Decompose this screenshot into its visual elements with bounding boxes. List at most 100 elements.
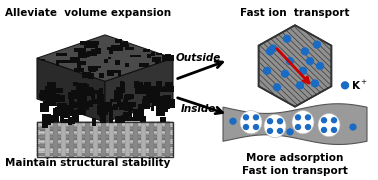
Polygon shape (99, 73, 104, 78)
Polygon shape (152, 89, 155, 94)
Polygon shape (79, 61, 87, 65)
Polygon shape (77, 64, 81, 66)
Polygon shape (89, 100, 93, 107)
Polygon shape (45, 122, 50, 157)
Polygon shape (53, 122, 58, 157)
Polygon shape (107, 47, 115, 50)
Polygon shape (54, 107, 64, 114)
Polygon shape (40, 122, 170, 126)
Polygon shape (124, 41, 128, 47)
Polygon shape (43, 101, 50, 111)
Circle shape (350, 124, 356, 130)
Polygon shape (93, 45, 98, 48)
Polygon shape (46, 86, 50, 94)
Polygon shape (50, 92, 54, 101)
Ellipse shape (292, 111, 314, 134)
Polygon shape (49, 91, 53, 95)
Polygon shape (99, 87, 102, 96)
Polygon shape (165, 82, 173, 92)
Polygon shape (117, 122, 122, 157)
Circle shape (332, 118, 336, 123)
Polygon shape (71, 104, 74, 114)
Circle shape (230, 118, 236, 124)
Text: Maintain structural stability: Maintain structural stability (5, 158, 170, 168)
Circle shape (296, 82, 304, 89)
Polygon shape (73, 90, 78, 96)
Polygon shape (113, 104, 118, 110)
Polygon shape (60, 112, 64, 122)
Polygon shape (97, 105, 101, 115)
Text: Alleviate  volume expansion: Alleviate volume expansion (5, 8, 171, 18)
Polygon shape (69, 122, 74, 157)
Polygon shape (144, 82, 151, 90)
Polygon shape (117, 96, 121, 107)
Polygon shape (77, 122, 82, 157)
Polygon shape (40, 90, 49, 100)
Polygon shape (116, 116, 125, 123)
Circle shape (296, 115, 301, 120)
Polygon shape (87, 51, 97, 56)
Polygon shape (123, 112, 132, 121)
Polygon shape (109, 122, 114, 157)
Polygon shape (151, 52, 155, 56)
Polygon shape (90, 67, 98, 71)
Polygon shape (88, 73, 94, 79)
Circle shape (296, 125, 301, 129)
Polygon shape (61, 103, 67, 110)
Polygon shape (163, 55, 174, 61)
Circle shape (263, 67, 271, 74)
Polygon shape (105, 58, 173, 122)
Polygon shape (133, 109, 144, 119)
Circle shape (282, 70, 288, 77)
Polygon shape (163, 86, 174, 92)
Polygon shape (37, 122, 173, 126)
Polygon shape (40, 137, 170, 141)
Polygon shape (37, 135, 173, 139)
Polygon shape (152, 100, 160, 106)
Polygon shape (130, 55, 141, 57)
Polygon shape (53, 109, 62, 116)
Polygon shape (42, 91, 51, 100)
Circle shape (316, 62, 324, 69)
Polygon shape (53, 115, 59, 123)
Polygon shape (78, 94, 82, 102)
Polygon shape (70, 57, 80, 63)
Polygon shape (152, 57, 161, 62)
Polygon shape (40, 146, 170, 150)
Polygon shape (119, 116, 125, 122)
Polygon shape (150, 92, 160, 102)
Polygon shape (133, 81, 139, 88)
Circle shape (299, 67, 307, 74)
Polygon shape (51, 87, 56, 96)
Polygon shape (127, 113, 130, 120)
Polygon shape (78, 52, 87, 58)
Polygon shape (76, 109, 83, 113)
Polygon shape (75, 113, 79, 122)
Polygon shape (101, 122, 106, 157)
Polygon shape (81, 87, 86, 90)
Polygon shape (155, 98, 162, 104)
Circle shape (268, 119, 273, 124)
Polygon shape (89, 41, 99, 45)
Ellipse shape (318, 113, 340, 137)
Polygon shape (76, 62, 81, 68)
Polygon shape (132, 102, 136, 107)
Polygon shape (116, 87, 124, 93)
Polygon shape (111, 46, 123, 51)
Polygon shape (125, 47, 134, 50)
Polygon shape (146, 96, 153, 103)
Circle shape (277, 129, 282, 133)
Polygon shape (124, 95, 131, 100)
Polygon shape (118, 70, 121, 76)
Polygon shape (133, 122, 138, 157)
Polygon shape (140, 116, 146, 122)
Polygon shape (125, 122, 130, 157)
Polygon shape (37, 131, 173, 134)
Polygon shape (37, 144, 173, 147)
Polygon shape (155, 59, 160, 64)
Polygon shape (141, 122, 146, 157)
Polygon shape (37, 153, 173, 156)
Polygon shape (91, 91, 96, 99)
Polygon shape (160, 117, 166, 122)
Polygon shape (47, 82, 56, 89)
